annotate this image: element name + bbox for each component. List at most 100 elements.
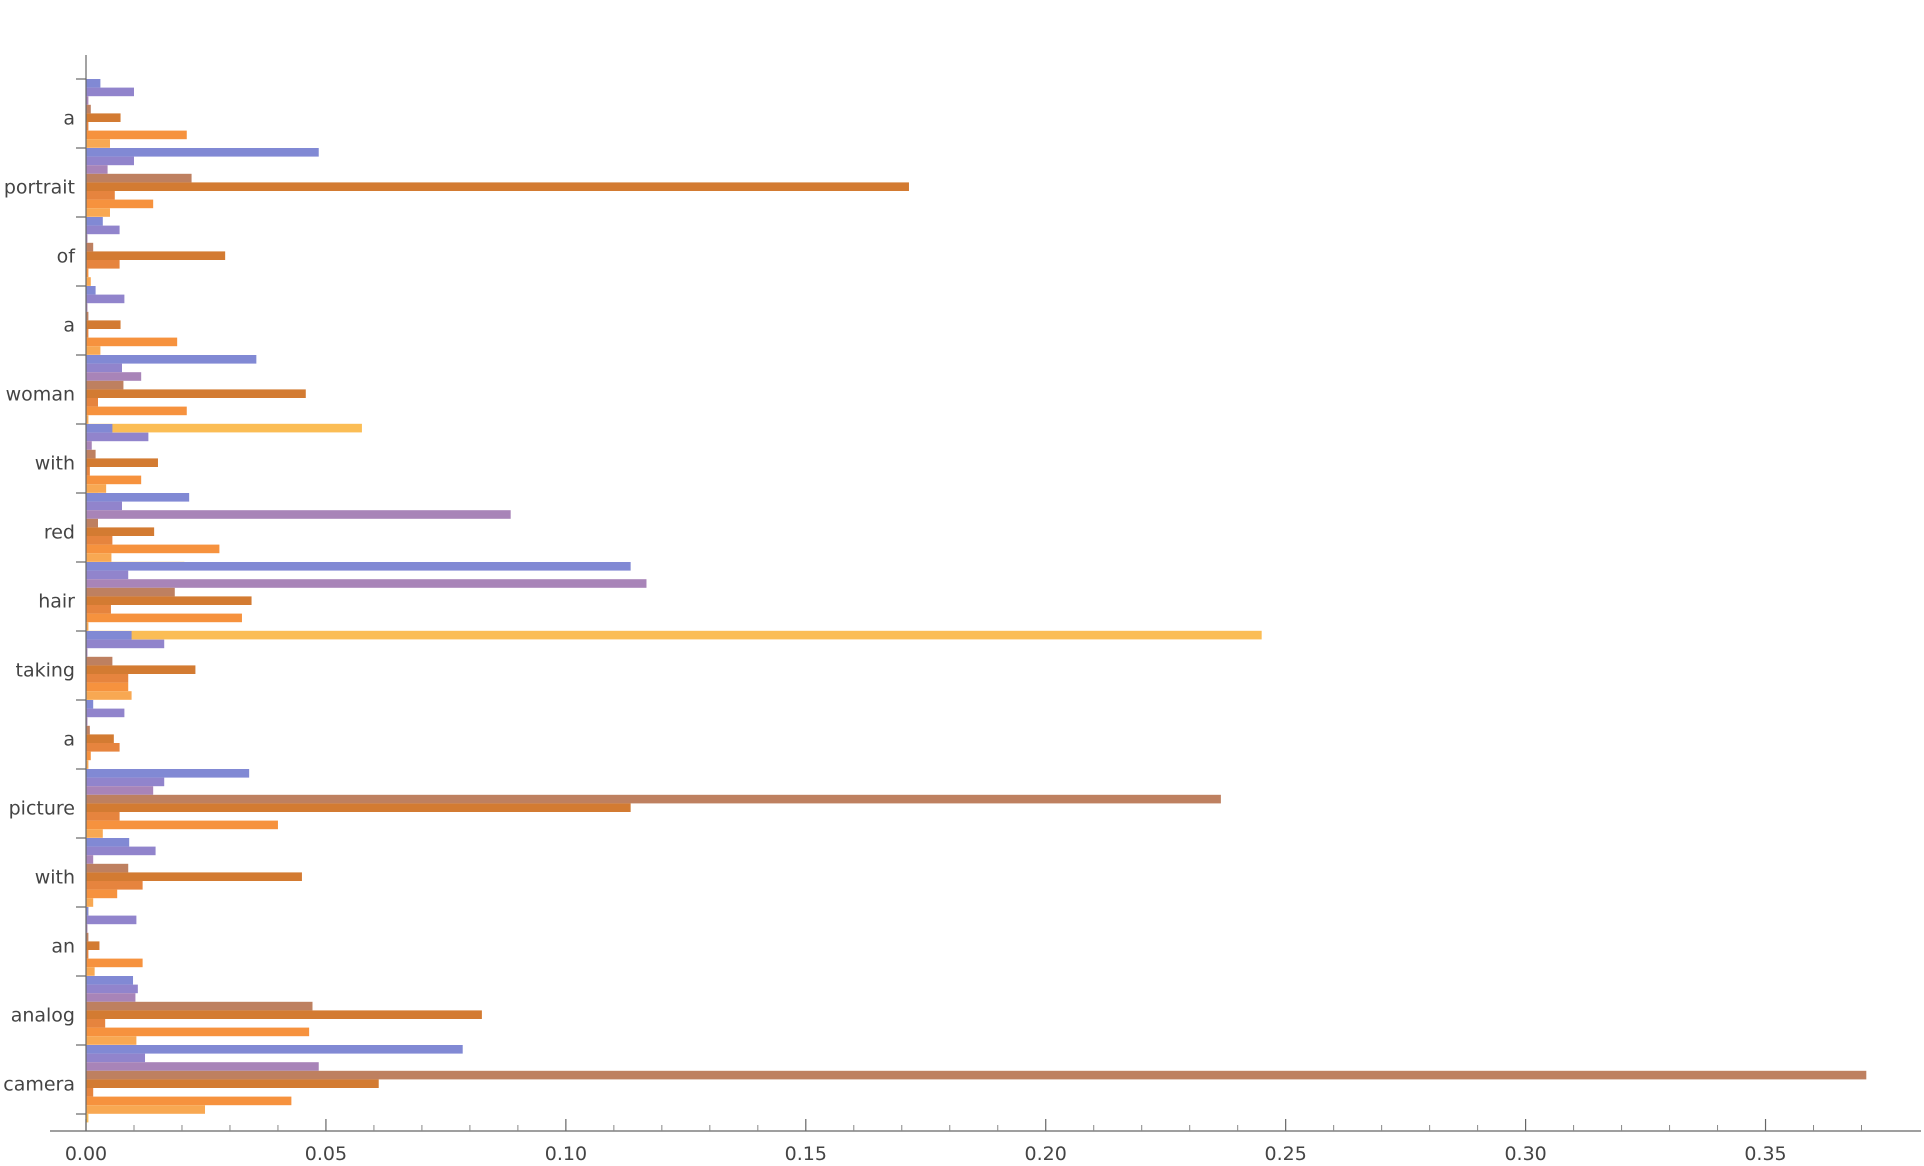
bar (86, 751, 91, 761)
x-tick-label: 0.00 (65, 1143, 107, 1165)
bar (86, 993, 136, 1002)
bar (86, 898, 94, 907)
bar (86, 648, 88, 657)
y-axis: a portrait of a woman with red hair taking a pictu… (3, 55, 87, 1131)
bar-group (86, 769, 1221, 847)
bar (86, 570, 129, 580)
bar (86, 389, 306, 398)
bar-group (86, 976, 482, 1054)
bar-group (86, 700, 125, 778)
bar (86, 122, 89, 131)
y-tick-label: portrait (4, 177, 75, 199)
bar (86, 544, 220, 554)
bar (86, 631, 132, 640)
bar (86, 303, 88, 312)
bar (86, 1010, 482, 1019)
bar (86, 346, 101, 355)
bar (86, 449, 96, 459)
bar (86, 380, 124, 390)
x-tick-label: 0.05 (305, 1143, 347, 1165)
bar (86, 424, 113, 433)
y-tick-label: an (51, 936, 75, 958)
bar (86, 458, 158, 467)
bar (86, 700, 94, 709)
bar (86, 165, 108, 174)
bar-group (86, 838, 302, 916)
y-tick-label: woman (6, 384, 75, 406)
bar-group (86, 493, 511, 571)
bar (86, 173, 192, 183)
x-tick-label: 0.30 (1504, 1143, 1546, 1165)
bar (86, 415, 89, 424)
bar (86, 665, 196, 674)
y-tick-label: taking (16, 660, 75, 682)
bar (86, 242, 94, 252)
bar (86, 958, 143, 968)
bar (86, 907, 89, 916)
bar (86, 950, 89, 959)
bar (86, 104, 91, 114)
bar (86, 786, 154, 795)
bar-group (86, 79, 187, 157)
x-tick-label: 0.25 (1265, 1143, 1307, 1165)
bar (86, 622, 89, 631)
bar (86, 743, 120, 752)
bar (86, 855, 94, 864)
bar (86, 889, 118, 899)
x-tick-label: 0.20 (1025, 1143, 1067, 1165)
bar (86, 518, 98, 528)
bar (86, 527, 155, 536)
bar (86, 363, 122, 373)
bar (86, 838, 130, 847)
bar (86, 320, 121, 329)
bar (86, 829, 103, 838)
x-tick-label: 0.10 (545, 1143, 587, 1165)
bar (86, 1053, 146, 1063)
bar (86, 96, 89, 105)
x-tick-label: 0.15 (785, 1143, 827, 1165)
bar (86, 225, 120, 235)
bar (86, 656, 113, 666)
bar (86, 432, 149, 442)
bar (86, 113, 121, 122)
bar (86, 1088, 94, 1097)
bar (86, 130, 187, 140)
bar (86, 1113, 89, 1123)
bar (86, 1036, 137, 1045)
bar (86, 191, 115, 200)
bar (86, 493, 190, 502)
bar (86, 156, 134, 166)
bar (86, 372, 142, 381)
bar (86, 268, 89, 278)
bar (86, 294, 125, 304)
bar (86, 1105, 206, 1114)
bar (86, 725, 90, 735)
bar (86, 139, 110, 148)
y-tick-label: with (35, 867, 75, 889)
bar (86, 794, 1221, 804)
bar (86, 924, 88, 933)
y-tick-label: hair (38, 591, 75, 613)
bar (86, 777, 165, 787)
bar (86, 941, 100, 950)
bar (86, 708, 125, 718)
bar (86, 208, 110, 217)
bar (86, 337, 178, 347)
bar (86, 277, 91, 286)
bar (86, 932, 89, 942)
bar (86, 613, 242, 623)
bar (86, 760, 89, 769)
bar (86, 467, 90, 476)
bar (86, 355, 257, 364)
bar (86, 717, 88, 726)
y-tick-label: analog (11, 1005, 75, 1027)
bar (86, 587, 175, 597)
bar (86, 915, 137, 925)
bar-group (86, 355, 362, 433)
bar (86, 1070, 1867, 1080)
bar (86, 630, 1262, 640)
y-tick-label: a (63, 108, 75, 130)
bar (86, 769, 250, 778)
bar (86, 484, 107, 493)
